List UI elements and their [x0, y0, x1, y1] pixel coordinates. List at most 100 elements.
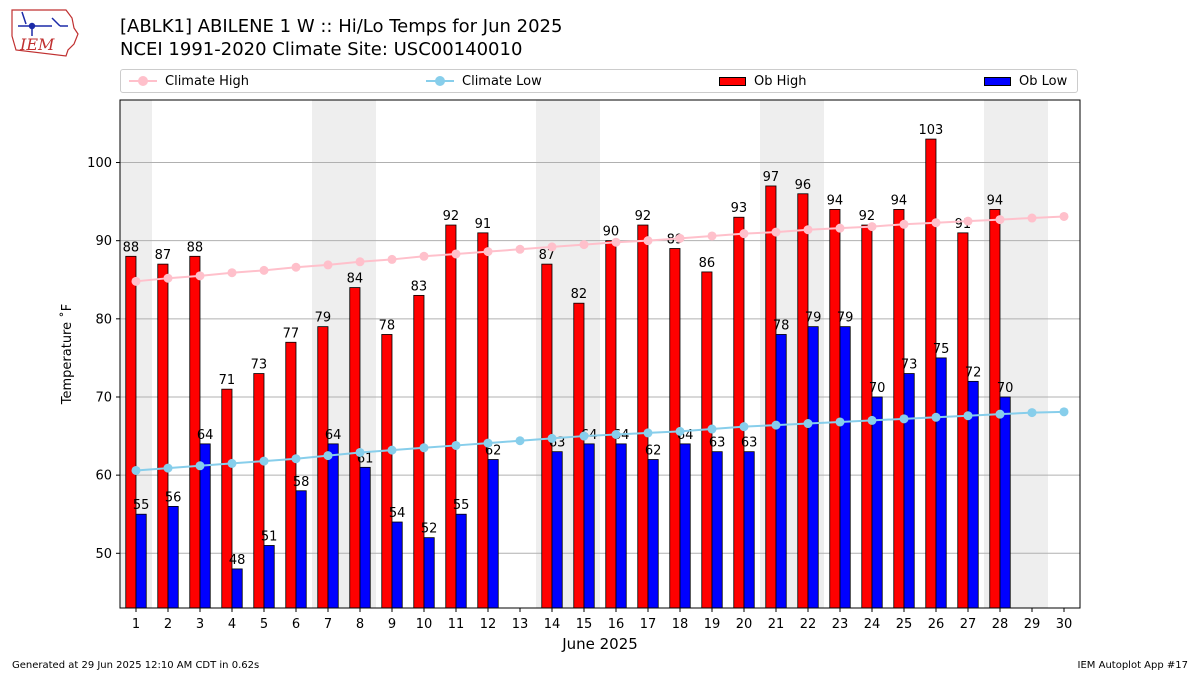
x-tick-label-18: 18 [672, 617, 689, 632]
ob-high-label-day-6: 77 [283, 326, 300, 341]
ob-high-bar-day-20 [733, 216, 745, 609]
climate-low-point-day-5 [259, 456, 269, 466]
ob-low-label-day-21: 78 [773, 318, 790, 333]
x-tick-label-28: 28 [992, 617, 1009, 632]
app-footer: IEM Autoplot App #17 [1077, 660, 1188, 671]
x-axis-label: June 2025 [561, 635, 638, 653]
ob-high-label-day-12: 91 [475, 217, 492, 232]
ob-high-label-day-9: 78 [379, 318, 396, 333]
iem-logo: IEM [11, 9, 79, 57]
y-tick-label-70: 70 [95, 390, 112, 405]
climate-high-point-day-11 [451, 249, 461, 259]
climate-low-point-day-13 [515, 436, 525, 446]
legend-item-ob-high: Ob High [719, 70, 807, 92]
climate-high-point-day-16 [611, 237, 621, 247]
ob-high-bar-day-23 [829, 209, 841, 609]
climate-high-marker-icon [129, 76, 157, 86]
ob-high-label-day-14: 87 [539, 248, 556, 263]
climate-low-point-day-12 [483, 438, 493, 448]
ob-high-bar-day-9 [381, 334, 393, 609]
climate-low-point-day-21 [771, 420, 781, 430]
ob-high-bar-day-2 [157, 263, 169, 609]
ob-low-label-day-23: 79 [837, 311, 854, 326]
climate-high-point-day-15 [579, 240, 589, 250]
climate-low-point-day-8 [355, 447, 365, 457]
ob-high-bar-day-16 [605, 240, 617, 609]
chart-subtitle: NCEI 1991-2020 Climate Site: USC00140010 [120, 39, 523, 60]
ob-high-label-day-21: 97 [763, 170, 780, 185]
x-tick-label-8: 8 [356, 617, 364, 632]
climate-low-point-day-29 [1027, 408, 1037, 418]
ob-high-bar-day-22 [797, 193, 809, 609]
ob-low-bar-day-24 [871, 396, 883, 609]
legend-label-ob-low: Ob Low [1019, 73, 1068, 89]
ob-low-label-day-3: 64 [197, 428, 214, 443]
climate-low-point-day-27 [963, 411, 973, 421]
climate-high-point-day-29 [1027, 213, 1037, 223]
ob-low-label-day-1: 55 [133, 498, 150, 513]
climate-high-point-day-3 [195, 271, 205, 281]
plot-frame [119, 99, 1081, 609]
x-tick-label-29: 29 [1024, 617, 1041, 632]
ob-high-label-day-8: 84 [347, 272, 364, 287]
climate-low-point-day-4 [227, 458, 237, 468]
climate-low-line [135, 410, 1065, 472]
climate-low-point-day-6 [291, 454, 301, 464]
ob-low-label-day-28: 70 [997, 381, 1014, 396]
climate-low-point-day-9 [387, 445, 397, 455]
x-tick-label-10: 10 [416, 617, 433, 632]
climate-low-point-day-10 [419, 443, 429, 453]
climate-low-point-day-23 [835, 417, 845, 427]
climate-high-point-day-9 [387, 254, 397, 264]
ob-high-bar-day-11 [445, 224, 457, 609]
ob-high-label-day-23: 94 [827, 193, 844, 208]
ob-low-bar-day-18 [679, 443, 691, 609]
ob-high-bar-day-5 [253, 373, 265, 609]
x-tick-label-30: 30 [1056, 617, 1073, 632]
ob-low-bar-day-20 [743, 451, 755, 609]
ob-high-label-day-2: 87 [155, 248, 172, 263]
ob-high-label-day-10: 83 [411, 279, 428, 294]
ob-low-bar-day-26 [935, 357, 947, 609]
ob-low-bar-day-14 [551, 451, 563, 609]
ob-low-bar-day-9 [391, 521, 403, 609]
x-tick-label-20: 20 [736, 617, 753, 632]
climate-low-marker-icon [426, 76, 454, 86]
ob-high-bar-day-26 [925, 138, 937, 609]
climate-low-point-day-16 [611, 429, 621, 439]
legend-item-ob-low: Ob Low [984, 70, 1067, 92]
ob-low-bar-day-22 [807, 326, 819, 609]
ob-low-bar-day-1 [135, 513, 147, 609]
climate-low-point-day-25 [899, 414, 909, 424]
climate-low-point-day-26 [931, 412, 941, 422]
legend-item-climate-high: Climate High [129, 70, 249, 92]
climate-high-point-day-8 [355, 257, 365, 267]
ob-low-bar-day-28 [999, 396, 1011, 609]
climate-low-point-day-17 [643, 428, 653, 438]
climate-high-point-day-18 [675, 233, 685, 243]
y-tick-label-80: 80 [95, 312, 112, 327]
x-tick-label-14: 14 [544, 617, 561, 632]
ob-low-label-day-5: 51 [261, 529, 278, 544]
ob-low-label-day-6: 58 [293, 475, 310, 490]
climate-high-line [135, 215, 1065, 283]
ob-low-bar-day-15 [583, 443, 595, 609]
ob-low-bar-day-6 [295, 490, 307, 609]
x-tick-label-21: 21 [768, 617, 785, 632]
climate-low-point-day-19 [707, 424, 717, 434]
climate-high-point-day-21 [771, 227, 781, 237]
ob-high-bar-day-17 [637, 224, 649, 609]
ob-low-bar-day-11 [455, 513, 467, 609]
ob-low-label-day-24: 70 [869, 381, 886, 396]
ob-low-bar-day-7 [327, 443, 339, 609]
ob-low-bar-day-8 [359, 466, 371, 609]
ob-high-bar-day-8 [349, 287, 361, 609]
ob-high-label-day-28: 94 [987, 193, 1004, 208]
ob-low-label-day-2: 56 [165, 490, 182, 505]
x-tick-label-9: 9 [388, 617, 396, 632]
x-tick-label-26: 26 [928, 617, 945, 632]
ob-low-bar-day-19 [711, 451, 723, 609]
ob-high-label-day-20: 93 [731, 201, 748, 216]
climate-high-point-day-20 [739, 229, 749, 239]
x-tick-label-15: 15 [576, 617, 593, 632]
